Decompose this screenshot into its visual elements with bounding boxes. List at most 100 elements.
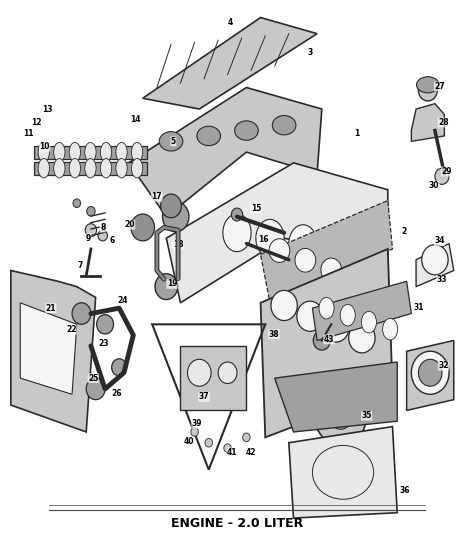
Circle shape [419, 359, 442, 386]
Ellipse shape [383, 319, 398, 340]
Polygon shape [181, 346, 246, 411]
Ellipse shape [85, 142, 96, 162]
Text: 23: 23 [99, 339, 109, 348]
Text: 16: 16 [258, 235, 268, 244]
Circle shape [313, 331, 330, 350]
Text: 25: 25 [88, 374, 99, 382]
Ellipse shape [131, 142, 143, 162]
Circle shape [73, 199, 81, 208]
Circle shape [224, 444, 231, 452]
Text: 13: 13 [42, 104, 53, 114]
Text: 28: 28 [438, 118, 449, 127]
Polygon shape [312, 281, 411, 340]
Circle shape [321, 258, 342, 282]
Circle shape [112, 359, 127, 376]
Text: 26: 26 [111, 389, 122, 398]
Circle shape [269, 239, 290, 262]
Polygon shape [289, 427, 397, 518]
Circle shape [419, 80, 438, 101]
Text: 11: 11 [24, 129, 34, 138]
Text: 4: 4 [228, 18, 233, 28]
Text: 31: 31 [413, 302, 424, 312]
Polygon shape [261, 201, 392, 303]
Circle shape [349, 323, 375, 353]
Text: 5: 5 [171, 137, 176, 146]
Circle shape [295, 248, 316, 272]
Polygon shape [128, 88, 322, 217]
Ellipse shape [85, 159, 96, 178]
Circle shape [188, 359, 211, 386]
Polygon shape [416, 243, 454, 287]
Ellipse shape [159, 131, 183, 151]
Text: 37: 37 [199, 392, 210, 401]
Text: 18: 18 [173, 240, 183, 249]
Circle shape [218, 362, 237, 384]
Text: 32: 32 [438, 361, 449, 370]
Text: 42: 42 [246, 448, 256, 457]
Text: 41: 41 [227, 448, 237, 457]
Text: 30: 30 [428, 181, 439, 190]
Circle shape [87, 207, 95, 216]
Circle shape [131, 214, 155, 241]
Circle shape [72, 303, 91, 324]
Circle shape [97, 315, 114, 334]
Ellipse shape [54, 159, 65, 178]
Text: 24: 24 [118, 295, 128, 305]
Text: 38: 38 [268, 329, 279, 339]
Text: 22: 22 [66, 325, 76, 334]
Text: 17: 17 [152, 192, 162, 201]
Text: 1: 1 [355, 129, 360, 138]
Text: 14: 14 [130, 115, 141, 124]
Text: 6: 6 [109, 236, 115, 246]
Ellipse shape [319, 298, 334, 319]
Circle shape [243, 433, 250, 441]
Ellipse shape [289, 225, 317, 262]
Ellipse shape [38, 159, 49, 178]
Polygon shape [143, 17, 317, 109]
Circle shape [231, 208, 243, 221]
Ellipse shape [69, 142, 81, 162]
Circle shape [323, 312, 349, 342]
Text: 8: 8 [100, 223, 105, 232]
Circle shape [205, 438, 212, 447]
Text: 19: 19 [167, 280, 177, 288]
Ellipse shape [116, 142, 127, 162]
Circle shape [98, 230, 108, 241]
Ellipse shape [340, 305, 356, 326]
Text: 43: 43 [324, 335, 334, 344]
Text: 40: 40 [184, 437, 194, 446]
Text: 33: 33 [437, 275, 447, 284]
Circle shape [297, 301, 323, 331]
Ellipse shape [131, 159, 143, 178]
Polygon shape [20, 303, 77, 394]
Ellipse shape [69, 159, 81, 178]
Text: 36: 36 [399, 486, 410, 494]
Circle shape [86, 378, 105, 400]
Text: 3: 3 [308, 48, 313, 57]
Ellipse shape [116, 159, 127, 178]
Ellipse shape [100, 142, 112, 162]
Circle shape [411, 351, 449, 394]
Text: 7: 7 [78, 261, 83, 269]
Polygon shape [407, 340, 454, 411]
Circle shape [191, 428, 198, 436]
Circle shape [161, 194, 182, 218]
Ellipse shape [235, 121, 258, 140]
Ellipse shape [197, 126, 220, 146]
Text: 27: 27 [434, 82, 445, 91]
Circle shape [435, 168, 449, 184]
Ellipse shape [322, 230, 350, 268]
Text: 12: 12 [31, 118, 42, 127]
Circle shape [155, 274, 178, 300]
Ellipse shape [54, 142, 65, 162]
Circle shape [271, 291, 297, 321]
Text: 29: 29 [441, 167, 452, 176]
Text: 9: 9 [86, 234, 91, 243]
Circle shape [329, 403, 353, 429]
Text: 2: 2 [401, 227, 407, 236]
Ellipse shape [223, 214, 251, 252]
Text: 21: 21 [46, 304, 56, 313]
Text: 15: 15 [251, 204, 261, 213]
Polygon shape [261, 249, 392, 437]
Text: 39: 39 [191, 419, 202, 428]
